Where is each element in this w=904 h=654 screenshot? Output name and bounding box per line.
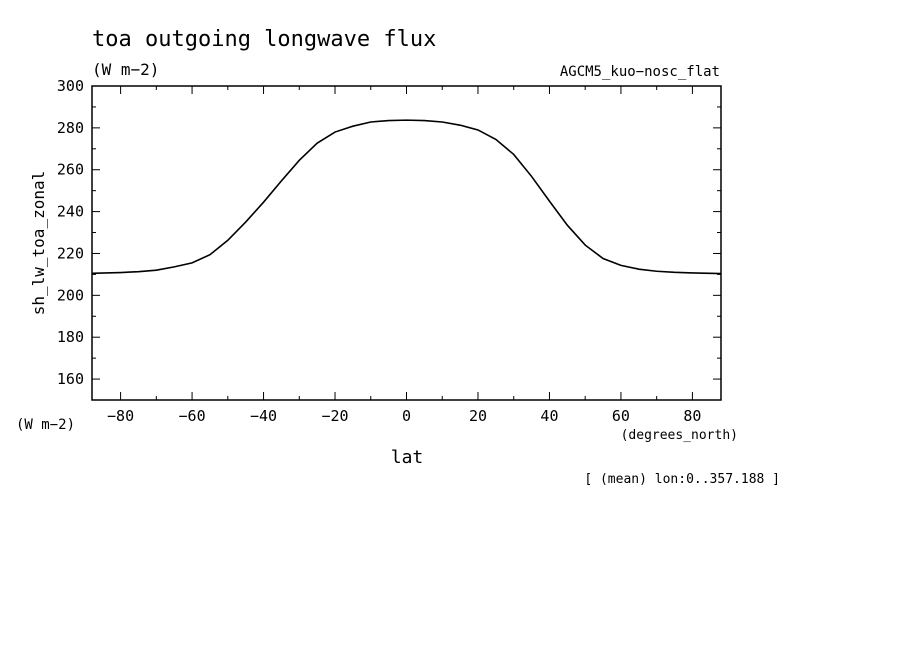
y-tick-labels: 160 180 200 220 240 260 280 300 (57, 77, 84, 388)
x-axis-label: lat (391, 447, 424, 468)
y-tick-label: 200 (57, 286, 84, 304)
x-tick-label: 0 (402, 407, 411, 425)
y-tick-label: 280 (57, 119, 84, 137)
x-tick-labels: −80 −60 −40 −20 0 20 40 60 80 (107, 407, 701, 425)
y-tick-label: 240 (57, 203, 84, 221)
x-axis-units: (degrees_north) (621, 428, 738, 443)
y-axis-label: sh_lw_toa_zonal (29, 171, 48, 316)
y-tick-label: 300 (57, 77, 84, 95)
x-tick-label: −60 (179, 407, 206, 425)
y-tick-label: 180 (57, 328, 84, 346)
y-tick-label: 160 (57, 370, 84, 388)
footnote: [ (mean) lon:0..357.188 ] (584, 472, 780, 487)
axis-ticks (92, 85, 721, 401)
y-axis-units: (W m−2) (16, 417, 75, 433)
x-tick-label: −20 (321, 407, 348, 425)
y-tick-label: 260 (57, 161, 84, 179)
chart-units: (W m−2) (92, 60, 159, 79)
y-tick-label: 220 (57, 244, 84, 262)
series-line (91, 119, 722, 275)
x-tick-label: 80 (683, 407, 701, 425)
x-tick-label: −80 (107, 407, 134, 425)
x-tick-label: 60 (612, 407, 630, 425)
run-label: AGCM5_kuo−nosc_flat (560, 64, 720, 80)
chart-title: toa outgoing longwave flux (92, 27, 436, 52)
x-tick-label: −40 (250, 407, 277, 425)
plot-frame (91, 85, 722, 401)
x-tick-label: 20 (469, 407, 487, 425)
x-tick-label: 40 (540, 407, 558, 425)
